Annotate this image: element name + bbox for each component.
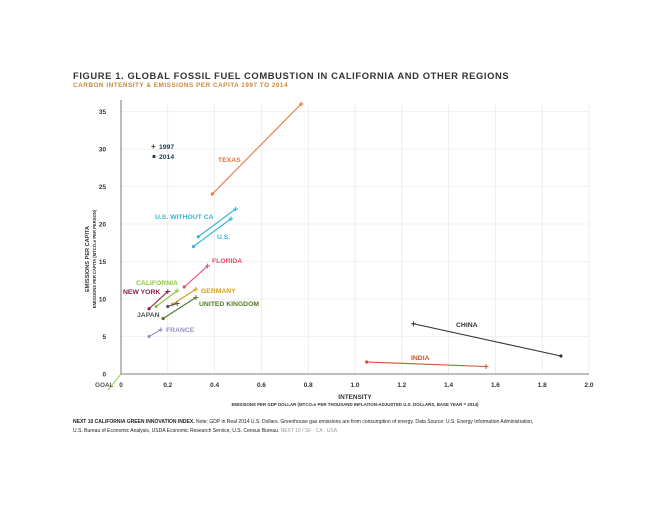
y-tick-label: 30 [99,146,107,153]
y-tick-label: 25 [99,184,107,191]
footnote-source-text: Note: GDP in Real 2014 U.S. Dollars. Gre… [195,419,534,425]
footnote-credit: NEXT 10 / SF · CA · USA [280,428,338,434]
y-tick-label: 15 [99,259,107,266]
x-tick-label: 1.8 [538,382,547,389]
x-axis-subtitle: EMISSIONS PER GDP DOLLAR (MTCO₂e PER THO… [231,402,479,407]
x-tick-label: 0.2 [163,382,172,389]
chart-subtitle: CARBON INTENSITY & EMISSIONS PER CAPITA … [73,82,289,89]
y-tick-label: 5 [102,334,106,341]
germany-label: GERMANY [201,288,236,295]
united-kingdom-point-1997 [193,295,199,300]
u-s-without-ca-point-2014 [196,235,200,239]
japan-point-2014 [166,304,170,309]
france-label: FRANCE [166,327,195,334]
footnote-line-1: NEXT 10 CALIFORNIA GREEN INNOVATION INDE… [73,419,533,425]
x-tick-label: 1.2 [397,382,406,389]
china-trend-line [413,323,562,357]
japan-point-1997 [174,301,180,306]
india-point-2014 [365,360,369,364]
united-kingdom-label: UNITED KINGDOM [199,301,259,308]
texas-label: TEXAS [218,157,241,164]
x-tick-label: 2.0 [585,382,594,389]
united-kingdom-point-2014 [161,316,165,321]
united-kingdom-trend-line [162,297,197,319]
x-tick-label: 0.4 [210,382,219,389]
u-s-trend-line [193,218,232,247]
florida-trend-line [183,265,208,288]
y-tick-label: 20 [99,221,107,228]
texas-point-2014 [210,192,214,196]
goal-line [107,373,122,391]
u-s-label: U.S. [217,234,230,241]
y-tick-label: 10 [99,296,107,303]
india-point-1997 [483,364,489,369]
legend-marker-1997: + [151,142,156,151]
china-label: CHINA [456,322,478,329]
france-point-2014 [147,334,151,339]
x-tick-label: 0.6 [257,382,266,389]
california-point-2014 [154,304,158,309]
x-tick-label: 0 [119,382,123,389]
footnote-source-bold: NEXT 10 CALIFORNIA GREEN INNOVATION INDE… [73,419,195,425]
legend-label-2014: 2014 [159,154,174,161]
u-s-without-ca-trend-line [197,208,236,238]
india-trend-line [366,361,487,368]
y-tick-label: 35 [99,109,107,116]
u-s-without-ca-label: U.S. WITHOUT CA [155,214,214,221]
california-label: CALIFORNIA [136,280,178,287]
china-point-2014 [559,354,563,358]
u-s-point-2014 [191,244,196,249]
footnote-source-line2: U.S. Bureau of Economic Analysis, USDA E… [73,428,280,434]
germany-point-1997 [193,286,199,292]
new-york-point-2014 [147,307,151,311]
x-axis-title: INTENSITY [338,394,372,401]
china-point-1997 [411,321,416,327]
new-york-point-1997 [165,289,171,294]
california-point-1997 [174,288,180,294]
y-axis-title: EMISSIONS PER CAPITA [85,226,91,292]
florida-point-1997 [205,263,210,269]
texas-point-1997 [298,101,304,107]
india-label: INDIA [411,355,430,362]
new-york-label: NEW YORK [123,289,160,296]
y-tick-label: 0 [102,371,106,378]
legend-label-1997: 1997 [159,144,174,151]
new-york-trend-line [148,291,169,310]
chart-title: FIGURE 1. GLOBAL FOSSIL FUEL COMBUSTION … [73,70,510,81]
legend-marker-2014 [152,154,156,159]
goal-label: GOAL [95,382,114,389]
germany-trend-line [172,288,197,305]
u-s-without-ca-point-1997 [233,206,239,212]
u-s-point-1997 [228,216,234,222]
france-trend-line [148,329,162,337]
texas-trend-line [211,103,302,195]
footnote-line-2: U.S. Bureau of Economic Analysis, USDA E… [73,428,337,434]
x-tick-label: 1.0 [351,382,360,389]
x-tick-label: 1.6 [491,382,500,389]
japan-label: JAPAN [137,312,160,319]
y-axis-subtitle: EMISSIONS PER CAPITA (MTCO₂e PER PERSON) [92,209,97,308]
x-tick-label: 0.8 [304,382,313,389]
florida-label: FLORIDA [212,258,242,265]
california-trend-line [155,290,178,307]
florida-point-2014 [182,285,186,289]
france-point-1997 [158,327,164,333]
x-tick-label: 1.4 [444,382,453,389]
